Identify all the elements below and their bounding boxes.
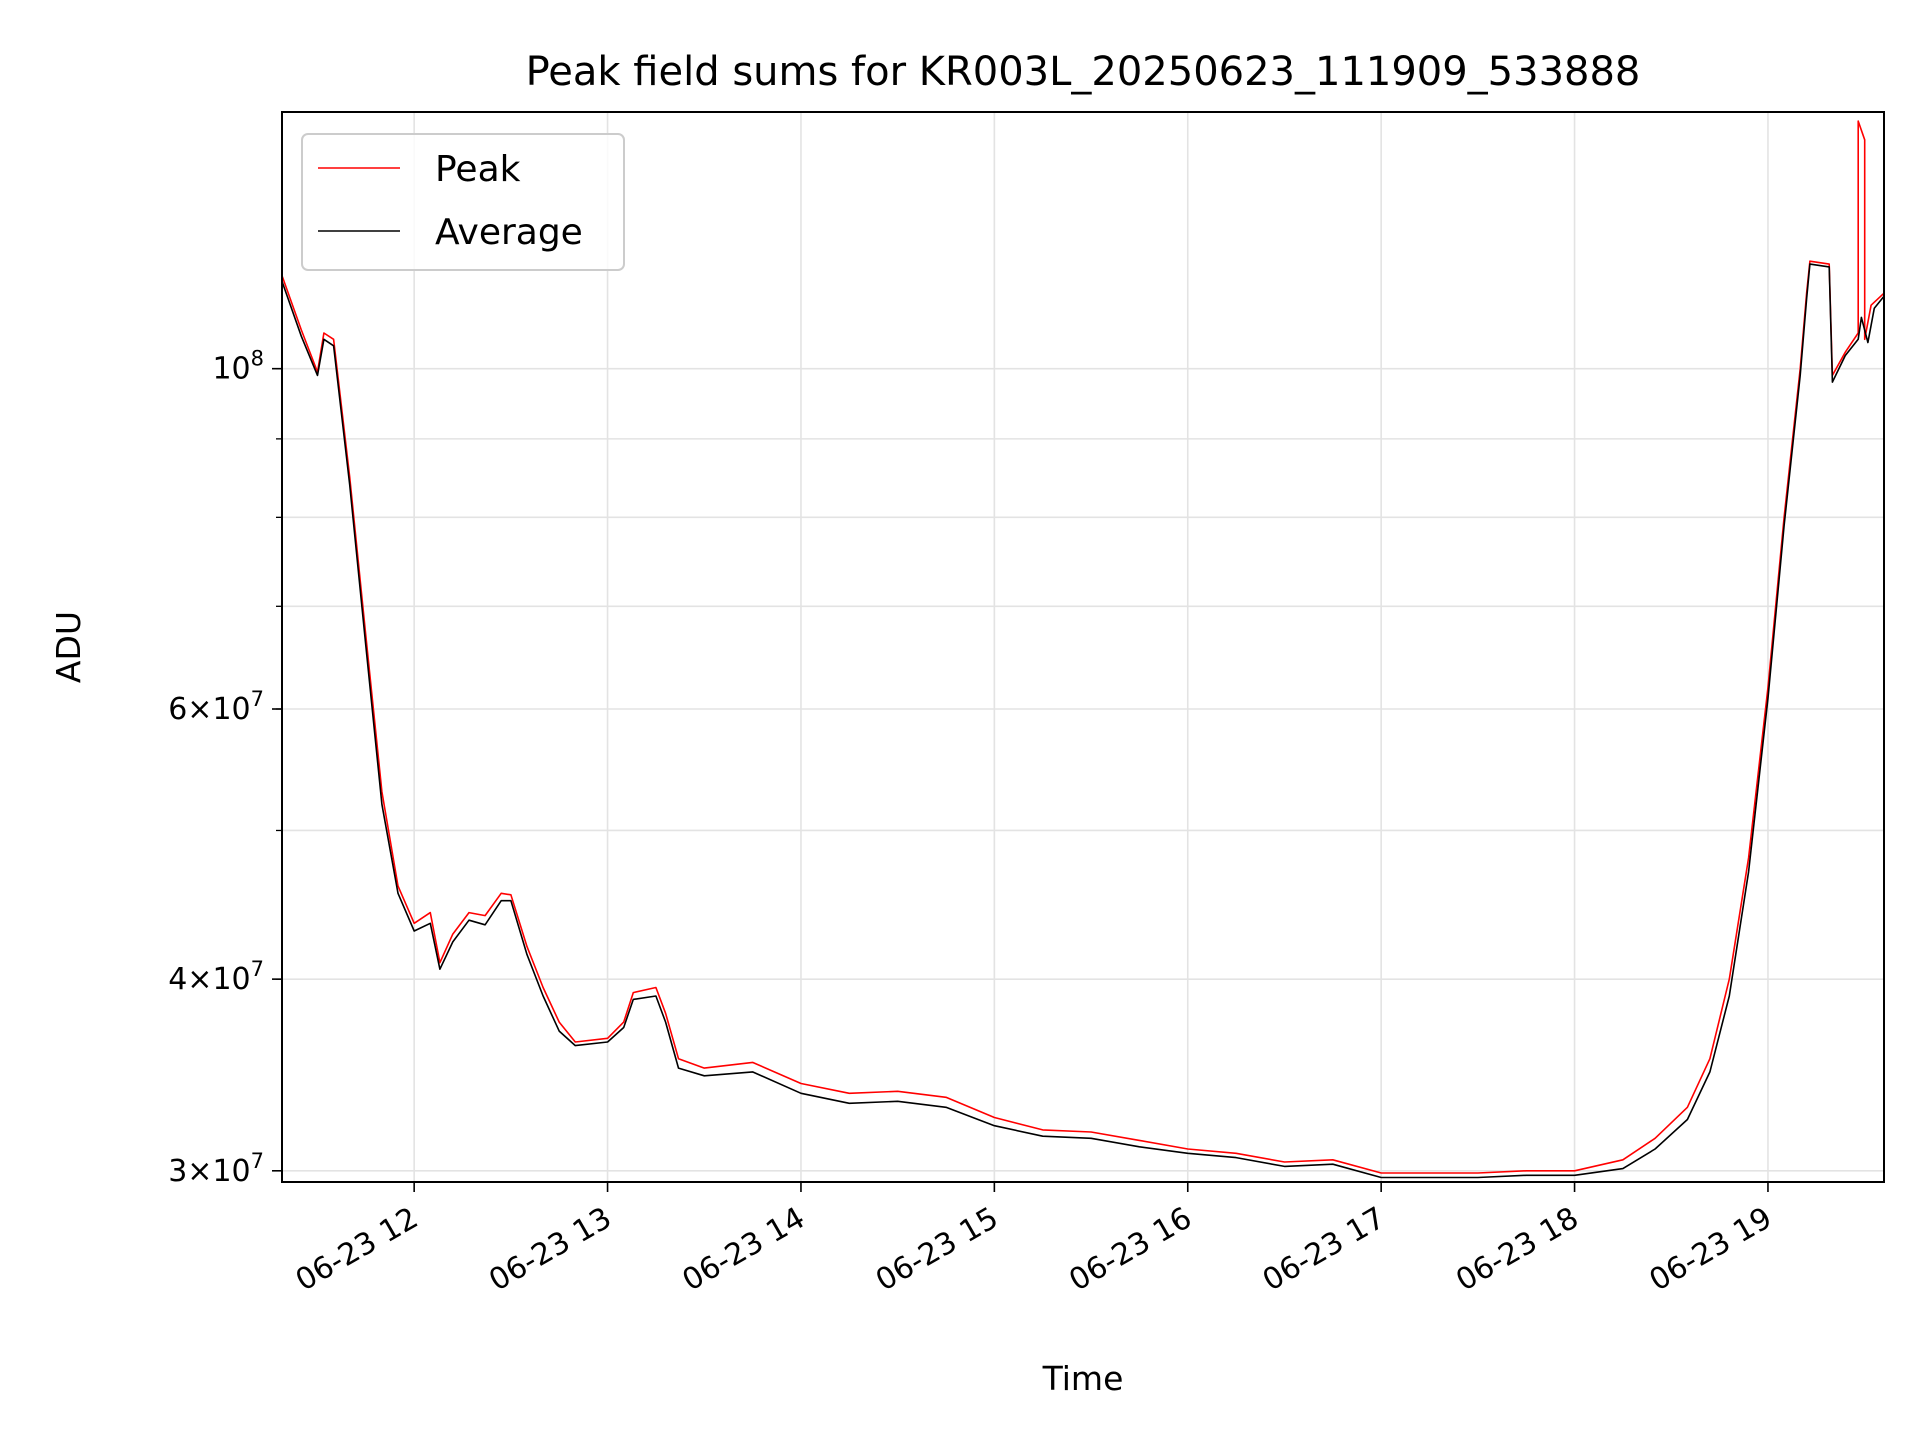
y-axis: 3×107 4×107 6×107 108 [168, 347, 282, 1189]
legend: Peak Average [301, 133, 625, 271]
grid [282, 112, 1884, 1182]
legend-label-average: Average [435, 212, 583, 253]
chart-title: Peak field sums for KR003L_20250623_1119… [526, 49, 1641, 95]
y-tick-label: 3×107 [168, 1149, 264, 1189]
legend-label-peak: Peak [435, 149, 521, 190]
plot-frame [281, 111, 1885, 1183]
x-axis-label: Time [1042, 1359, 1124, 1398]
y-tick-label: 108 [212, 347, 264, 387]
series-line-average [282, 263, 1884, 1179]
y-axis-label: ADU [49, 611, 88, 683]
series-layer [282, 120, 1884, 1179]
y-tick-label: 6×107 [168, 687, 264, 727]
y-tick-label: 4×107 [168, 957, 264, 997]
